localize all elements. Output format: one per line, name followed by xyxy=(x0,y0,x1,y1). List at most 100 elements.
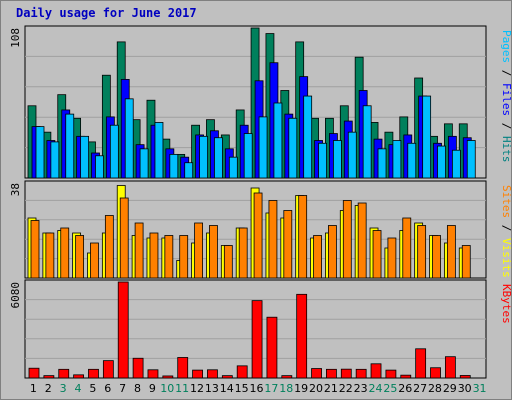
mid-bar-sites-day-23 xyxy=(357,202,367,279)
top-bar-pages-day-19 xyxy=(303,95,313,179)
top-bar-pages-day-14 xyxy=(228,156,238,179)
mid-legend: Sites / Visits xyxy=(500,185,512,278)
bottom-bar-kbytes-day-10 xyxy=(162,375,174,379)
mid-bar-sites-day-26 xyxy=(402,217,412,279)
mid-bar-sites-day-25 xyxy=(387,237,397,279)
top-bar-pages-day-2 xyxy=(50,141,60,179)
bottom-bar-kbytes-day-16 xyxy=(251,300,263,379)
top-bar-pages-day-4 xyxy=(80,135,90,179)
bottom-bar-kbytes-day-23 xyxy=(355,368,367,379)
mid-bar-sites-day-2 xyxy=(45,232,55,279)
mid-bar-sites-day-24 xyxy=(372,230,382,279)
bottom-bar-kbytes-day-2 xyxy=(43,375,55,379)
top-legend-item: / xyxy=(500,63,512,83)
x-tick-label-day-11: 11 xyxy=(175,382,189,395)
mid-bar-sites-day-16 xyxy=(253,192,263,279)
x-tick-label-day-19: 19 xyxy=(294,382,308,395)
top-bar-pages-day-1 xyxy=(35,126,45,179)
x-tick-label-day-14: 14 xyxy=(220,382,234,395)
mid-legend-item: Visits xyxy=(500,238,512,278)
x-tick-label-day-28: 28 xyxy=(428,382,442,395)
top-legend-item: / xyxy=(500,116,512,136)
x-tick-label-day-23: 23 xyxy=(354,382,368,395)
mid-bar-sites-day-10 xyxy=(164,235,174,279)
x-tick-label-day-26: 26 xyxy=(398,382,412,395)
bottom-bar-kbytes-day-29 xyxy=(444,356,456,379)
bottom-bar-kbytes-day-25 xyxy=(385,369,397,379)
x-tick-label-day-13: 13 xyxy=(205,382,219,395)
x-tick-label-day-18: 18 xyxy=(279,382,293,395)
bottom-bar-kbytes-day-1 xyxy=(28,367,40,379)
mid-bar-sites-day-11 xyxy=(179,235,189,279)
bottom-bar-kbytes-day-17 xyxy=(266,316,278,379)
mid-bar-sites-day-9 xyxy=(149,232,159,279)
mid-bar-sites-day-27 xyxy=(417,225,427,279)
top-bar-pages-day-25 xyxy=(392,140,402,179)
mid-bar-sites-day-17 xyxy=(268,200,278,279)
x-tick-label-day-4: 4 xyxy=(75,382,82,395)
top-bar-pages-day-18 xyxy=(288,117,298,179)
top-bar-pages-day-15 xyxy=(243,133,253,179)
mid-bar-sites-day-18 xyxy=(283,210,293,279)
x-tick-label-day-16: 16 xyxy=(250,382,264,395)
top-bar-pages-day-26 xyxy=(407,142,417,179)
mid-bar-sites-day-4 xyxy=(75,235,85,279)
bottom-bar-kbytes-day-28 xyxy=(430,367,441,379)
top-bar-pages-day-8 xyxy=(139,148,149,179)
top-bar-pages-day-5 xyxy=(95,155,104,179)
x-tick-label-day-24: 24 xyxy=(368,382,382,395)
top-bar-pages-day-6 xyxy=(109,124,119,179)
mid-bar-sites-day-22 xyxy=(342,200,352,279)
bottom-bar-kbytes-day-12 xyxy=(192,369,203,379)
x-tick-label-day-15: 15 xyxy=(235,382,249,395)
x-tick-label-day-17: 17 xyxy=(264,382,278,395)
x-tick-label-day-25: 25 xyxy=(383,382,397,395)
mid-bar-sites-day-8 xyxy=(134,222,144,279)
x-tick-label-day-2: 2 xyxy=(45,382,52,395)
bottom-bar-kbytes-day-22 xyxy=(340,368,352,379)
bottom-bar-kbytes-day-27 xyxy=(415,348,427,379)
top-bar-pages-day-20 xyxy=(318,142,327,179)
mid-bar-sites-day-28 xyxy=(432,235,441,279)
bottom-axis-max-label: 6080 xyxy=(9,282,22,309)
top-bar-pages-day-28 xyxy=(437,145,446,179)
mid-bar-sites-day-20 xyxy=(313,235,322,279)
bottom-bar-kbytes-day-5 xyxy=(88,368,99,379)
bottom-bar-kbytes-day-26 xyxy=(400,374,412,379)
x-tick-label-day-7: 7 xyxy=(119,382,126,395)
x-tick-label-day-29: 29 xyxy=(443,382,457,395)
mid-bar-sites-day-15 xyxy=(238,227,248,279)
mid-bar-sites-day-30 xyxy=(461,245,471,279)
top-bar-pages-day-3 xyxy=(65,113,75,179)
mid-bar-sites-day-6 xyxy=(104,215,114,279)
bottom-legend-item: KBytes xyxy=(500,284,512,324)
top-axis-max-label: 108 xyxy=(9,28,22,48)
mid-bar-sites-day-13 xyxy=(209,225,218,279)
bottom-bar-kbytes-day-18 xyxy=(281,375,293,379)
top-bar-pages-day-10 xyxy=(169,153,179,179)
bottom-bar-kbytes-day-15 xyxy=(236,365,248,379)
x-tick-label-day-22: 22 xyxy=(339,382,353,395)
x-tick-label-day-27: 27 xyxy=(413,382,427,395)
top-bar-pages-day-22 xyxy=(347,131,357,179)
x-tick-label-day-3: 3 xyxy=(60,382,67,395)
bottom-bar-kbytes-day-8 xyxy=(132,357,144,379)
bottom-bar-kbytes-day-6 xyxy=(102,360,114,379)
bottom-bar-kbytes-day-9 xyxy=(147,369,159,379)
x-tick-label-day-6: 6 xyxy=(104,382,111,395)
mid-legend-item: Sites xyxy=(500,185,512,218)
top-legend-item: Hits xyxy=(500,136,512,163)
mid-legend-item: / xyxy=(500,218,512,238)
x-tick-label-day-5: 5 xyxy=(89,382,96,395)
mid-bar-sites-day-19 xyxy=(298,195,308,279)
mid-bar-sites-day-5 xyxy=(90,242,99,279)
bottom-bar-kbytes-day-4 xyxy=(73,374,85,379)
mid-bar-sites-day-14 xyxy=(223,245,233,279)
top-bar-pages-day-17 xyxy=(273,102,283,179)
x-tick-label-day-12: 12 xyxy=(190,382,204,395)
top-bar-pages-day-7 xyxy=(124,98,134,179)
mid-bar-sites-day-29 xyxy=(446,225,456,279)
top-legend-item: Pages xyxy=(500,30,512,63)
bottom-bar-kbytes-day-14 xyxy=(221,375,233,379)
mid-axis-max-label: 38 xyxy=(9,183,22,196)
